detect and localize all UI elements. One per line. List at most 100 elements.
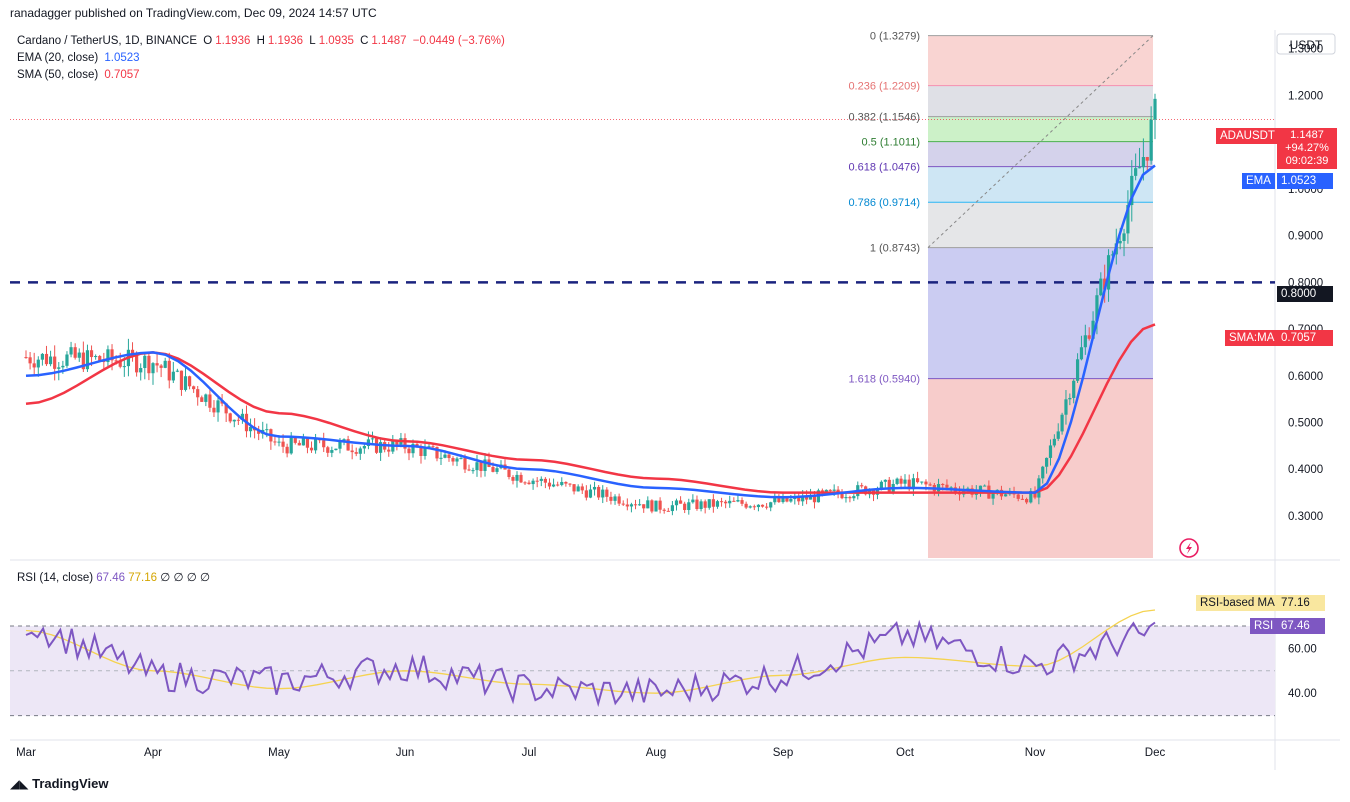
low-label: L — [309, 35, 316, 47]
time-tick: Mar — [16, 747, 36, 759]
candle-body — [77, 352, 81, 358]
candle-body — [196, 389, 200, 398]
fib-zone — [928, 116, 1153, 142]
candle-body — [1118, 240, 1122, 244]
candle-body — [535, 480, 539, 482]
candle-body — [240, 413, 245, 420]
last-price: 1.1487 — [1290, 129, 1324, 141]
sma-legend[interactable]: SMA (50, close) 0.7057 — [17, 69, 143, 81]
candle-body — [1110, 254, 1115, 256]
time-tick: Apr — [144, 747, 162, 759]
candle-body — [832, 489, 836, 491]
candle-body — [57, 367, 61, 369]
candle-body — [527, 482, 531, 485]
candle-body — [744, 503, 748, 508]
candle-body — [1153, 98, 1157, 120]
candle-body — [297, 442, 301, 446]
candle-body — [903, 479, 907, 484]
close-label: C — [360, 35, 369, 47]
fib-label: 0.5 (1.1011) — [861, 137, 920, 149]
candle-body — [1068, 397, 1072, 400]
fib-label: 1.618 (0.5940) — [848, 374, 920, 386]
candle-body — [69, 347, 73, 355]
tv-icon: ◢◣ — [10, 777, 29, 791]
tradingview-logo[interactable]: ◢◣ TradingView — [10, 776, 108, 791]
candle-body — [1075, 359, 1080, 381]
candle-body — [740, 500, 744, 504]
candle-body — [572, 484, 576, 492]
candle-body — [1025, 499, 1029, 503]
fib-zone — [928, 141, 1153, 167]
candle-body — [285, 446, 289, 454]
price-tick: 0.5000 — [1288, 417, 1323, 429]
candle-body — [24, 357, 28, 359]
candle-body — [1037, 478, 1041, 498]
ema-tag-value: 1.0523 — [1277, 173, 1333, 189]
candle-body — [114, 360, 118, 362]
candle-body — [1134, 168, 1138, 176]
candle-body — [85, 350, 90, 370]
fib-zone — [928, 378, 1153, 558]
rsi-line — [25, 619, 1156, 708]
candle-body — [666, 510, 670, 512]
candle-body — [650, 500, 654, 512]
candle-body — [423, 446, 427, 456]
price-tick: 1.3000 — [1288, 44, 1323, 56]
candle-body — [143, 355, 147, 369]
candle-body — [924, 481, 928, 485]
time-tick: Aug — [646, 747, 666, 759]
candle-body — [443, 454, 447, 458]
candle-body — [715, 501, 720, 507]
last-price-tag: 1.1487 +94.27% 09:02:39 — [1277, 128, 1337, 169]
candle-body — [711, 499, 715, 507]
symbol-name[interactable]: Cardano / TetherUS, 1D, BINANCE — [17, 35, 198, 47]
candle-body — [491, 466, 495, 472]
candle-body — [941, 484, 945, 486]
candle-body — [183, 376, 188, 390]
candle-body — [777, 498, 781, 503]
candle-body — [605, 489, 609, 497]
candle-body — [411, 443, 415, 454]
ema-tag-label: EMA — [1242, 173, 1275, 189]
candle-body — [808, 495, 813, 500]
fibonacci-retracement: 0 (1.3279) 0.236 (1.2209) 0.382 (1.1546) 0.… — [10, 31, 1275, 558]
candle-body — [370, 438, 375, 440]
rsi-legend[interactable]: RSI (14, close) 67.46 77.16 ∅ ∅ ∅ ∅ — [17, 570, 210, 584]
ema-legend[interactable]: EMA (20, close) 1.0523 — [17, 52, 143, 64]
candle-body — [73, 347, 77, 358]
candle-body — [257, 430, 261, 434]
candle-body — [135, 355, 139, 373]
fib-label: 0.786 (0.9714) — [848, 197, 920, 209]
candle-body — [313, 439, 318, 451]
candle-body — [28, 357, 32, 364]
candle-body — [564, 481, 568, 484]
candle-body — [1072, 380, 1076, 398]
candle-body — [171, 371, 175, 381]
candle-body — [1091, 320, 1095, 339]
candle-body — [887, 479, 891, 492]
lightning-icon[interactable] — [1179, 538, 1199, 558]
candle-body — [1004, 494, 1008, 497]
candle-body — [547, 482, 552, 487]
candle-body — [322, 440, 326, 448]
candle-body — [728, 500, 732, 504]
candle-body — [65, 354, 69, 366]
fib-label: 0 (1.3279) — [870, 31, 920, 43]
candle-body — [511, 477, 515, 481]
change-value: −0.0449 (−3.76%) — [412, 35, 505, 47]
candle-body — [543, 478, 547, 483]
candle-body — [523, 482, 527, 484]
candle-body — [403, 438, 407, 449]
candle-body — [110, 349, 114, 361]
symbol-tag-name: ADAUSDT — [1220, 130, 1275, 142]
price-tick: 0.9000 — [1288, 231, 1323, 243]
candle-body — [860, 485, 864, 487]
candle-body — [1064, 399, 1068, 415]
candle-body — [991, 493, 995, 499]
fib-label: 0.618 (1.0476) — [848, 162, 920, 174]
price-tick: 0.6000 — [1288, 371, 1323, 383]
fib-zone — [928, 85, 1153, 117]
candle-body — [769, 502, 773, 508]
